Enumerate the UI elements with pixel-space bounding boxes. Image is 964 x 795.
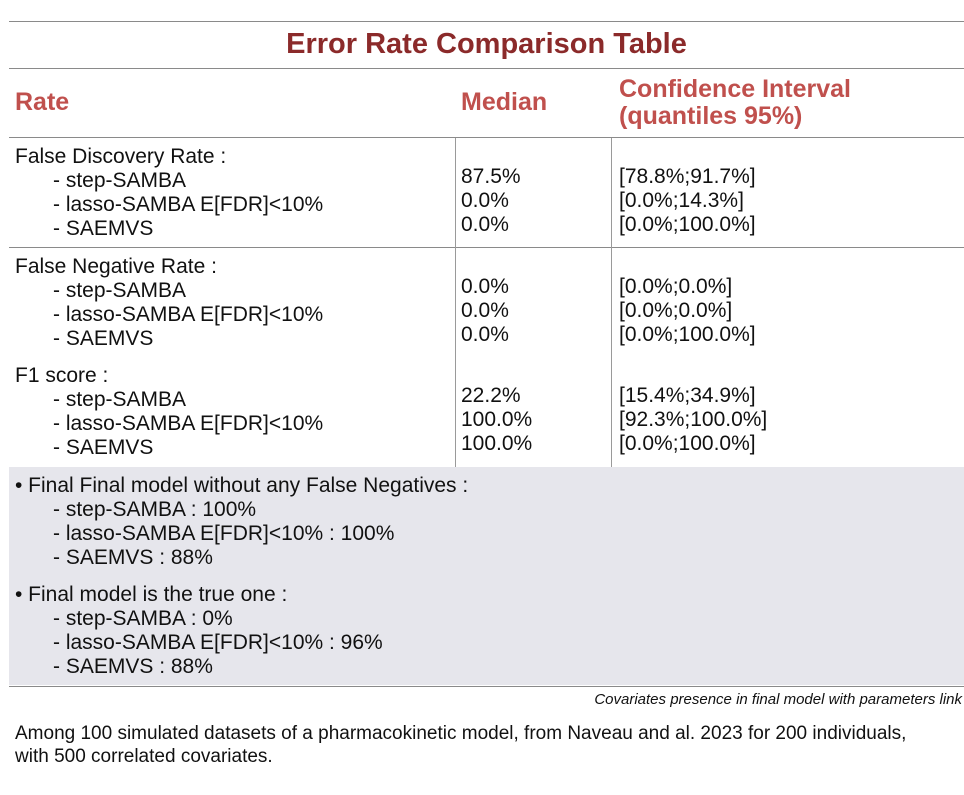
fdr-median-saemvs: 0.0%: [461, 213, 509, 236]
fdr-ci-saemvs: [0.0%;100.0%]: [619, 213, 756, 236]
f1-method-lasso-samba: - lasso-SAMBA E[FDR]<10%: [53, 412, 324, 435]
summary-true-model-saemvs: - SAEMVS : 88%: [53, 655, 213, 678]
f1-median-lasso-samba: 100.0%: [461, 408, 533, 431]
summary-no-fn-step-samba: - step-SAMBA : 100%: [53, 498, 257, 521]
f1-ci-step-samba: [15.4%;34.9%]: [619, 384, 756, 407]
fnr-ci-cell: [0.0%;0.0%] [0.0%;0.0%] [0.0%;100.0%]: [619, 275, 756, 347]
fnr-median-saemvs: 0.0%: [461, 323, 509, 346]
fnr-label: False Negative Rate :: [15, 255, 217, 278]
summary-true-model-lasso-samba: - lasso-SAMBA E[FDR]<10% : 96%: [53, 631, 383, 654]
fdr-rate-cell: False Discovery Rate : - step-SAMBA - la…: [15, 145, 323, 241]
fdr-method-saemvs: - SAEMVS: [53, 217, 154, 240]
summary-no-fn-lasso-samba: - lasso-SAMBA E[FDR]<10% : 100%: [53, 522, 395, 545]
f1-median-cell: 22.2% 100.0% 100.0%: [461, 384, 532, 456]
header-median: Median: [461, 88, 548, 116]
summary-panel: [9, 467, 964, 685]
f1-method-step-samba: - step-SAMBA: [53, 388, 187, 411]
header-rate: Rate: [15, 88, 70, 116]
footnote: Among 100 simulated datasets of a pharma…: [15, 723, 907, 767]
f1-label: F1 score :: [15, 364, 109, 387]
fdr-median-lasso-samba: 0.0%: [461, 189, 509, 212]
rule-under-header: [9, 137, 964, 138]
f1-median-saemvs: 100.0%: [461, 432, 533, 455]
fnr-ci-lasso-samba: [0.0%;0.0%]: [619, 299, 733, 322]
fnr-rate-cell: False Negative Rate : - step-SAMBA - las…: [15, 255, 323, 351]
fnr-median-step-samba: 0.0%: [461, 275, 509, 298]
header-ci-line2: (quantiles 95%): [619, 102, 803, 130]
fdr-median-step-samba: 87.5%: [461, 165, 521, 188]
fnr-ci-saemvs: [0.0%;100.0%]: [619, 323, 756, 346]
fdr-ci-lasso-samba: [0.0%;14.3%]: [619, 189, 744, 212]
f1-ci-saemvs: [0.0%;100.0%]: [619, 432, 756, 455]
fdr-median-cell: 87.5% 0.0% 0.0%: [461, 165, 521, 237]
summary-true-model-step-samba: - step-SAMBA : 0%: [53, 607, 233, 630]
f1-median-step-samba: 22.2%: [461, 384, 521, 407]
summary-no-fn-label: • Final Final model without any False Ne…: [15, 474, 469, 497]
fdr-ci-cell: [78.8%;91.7%] [0.0%;14.3%] [0.0%;100.0%]: [619, 165, 756, 237]
fdr-label: False Discovery Rate :: [15, 145, 227, 168]
fnr-method-saemvs: - SAEMVS: [53, 327, 154, 350]
fnr-ci-step-samba: [0.0%;0.0%]: [619, 275, 733, 298]
f1-rate-cell: F1 score : - step-SAMBA - lasso-SAMBA E[…: [15, 364, 323, 460]
f1-method-saemvs: - SAEMVS: [53, 436, 154, 459]
table-title: Error Rate Comparison Table: [286, 28, 687, 60]
fnr-method-step-samba: - step-SAMBA: [53, 279, 187, 302]
rule-top: [9, 21, 964, 22]
fdr-ci-step-samba: [78.8%;91.7%]: [619, 165, 756, 188]
fnr-method-lasso-samba: - lasso-SAMBA E[FDR]<10%: [53, 303, 324, 326]
rule-under-fdr: [9, 247, 964, 248]
col-divider-median: [455, 138, 456, 467]
summary-true-model-label: • Final model is the true one :: [15, 583, 288, 606]
summary-no-fn-saemvs: - SAEMVS : 88%: [53, 546, 213, 569]
f1-ci-lasso-samba: [92.3%;100.0%]: [619, 408, 768, 431]
header-confidence-interval: Confidence Interval (quantiles 95%): [619, 76, 851, 130]
summary-no-false-negatives: • Final Final model without any False Ne…: [15, 474, 468, 570]
summary-true-model: • Final model is the true one : - step-S…: [15, 583, 383, 679]
table-caption: Covariates presence in final model with …: [594, 691, 962, 708]
f1-ci-cell: [15.4%;34.9%] [92.3%;100.0%] [0.0%;100.0…: [619, 384, 767, 456]
fnr-median-cell: 0.0% 0.0% 0.0%: [461, 275, 509, 347]
header-ci-line1: Confidence Interval: [619, 75, 851, 103]
rule-bottom: [9, 686, 964, 687]
rule-under-title: [9, 68, 964, 69]
fdr-method-step-samba: - step-SAMBA: [53, 169, 187, 192]
fnr-median-lasso-samba: 0.0%: [461, 299, 509, 322]
col-divider-ci: [611, 138, 612, 467]
fdr-method-lasso-samba: - lasso-SAMBA E[FDR]<10%: [53, 193, 324, 216]
